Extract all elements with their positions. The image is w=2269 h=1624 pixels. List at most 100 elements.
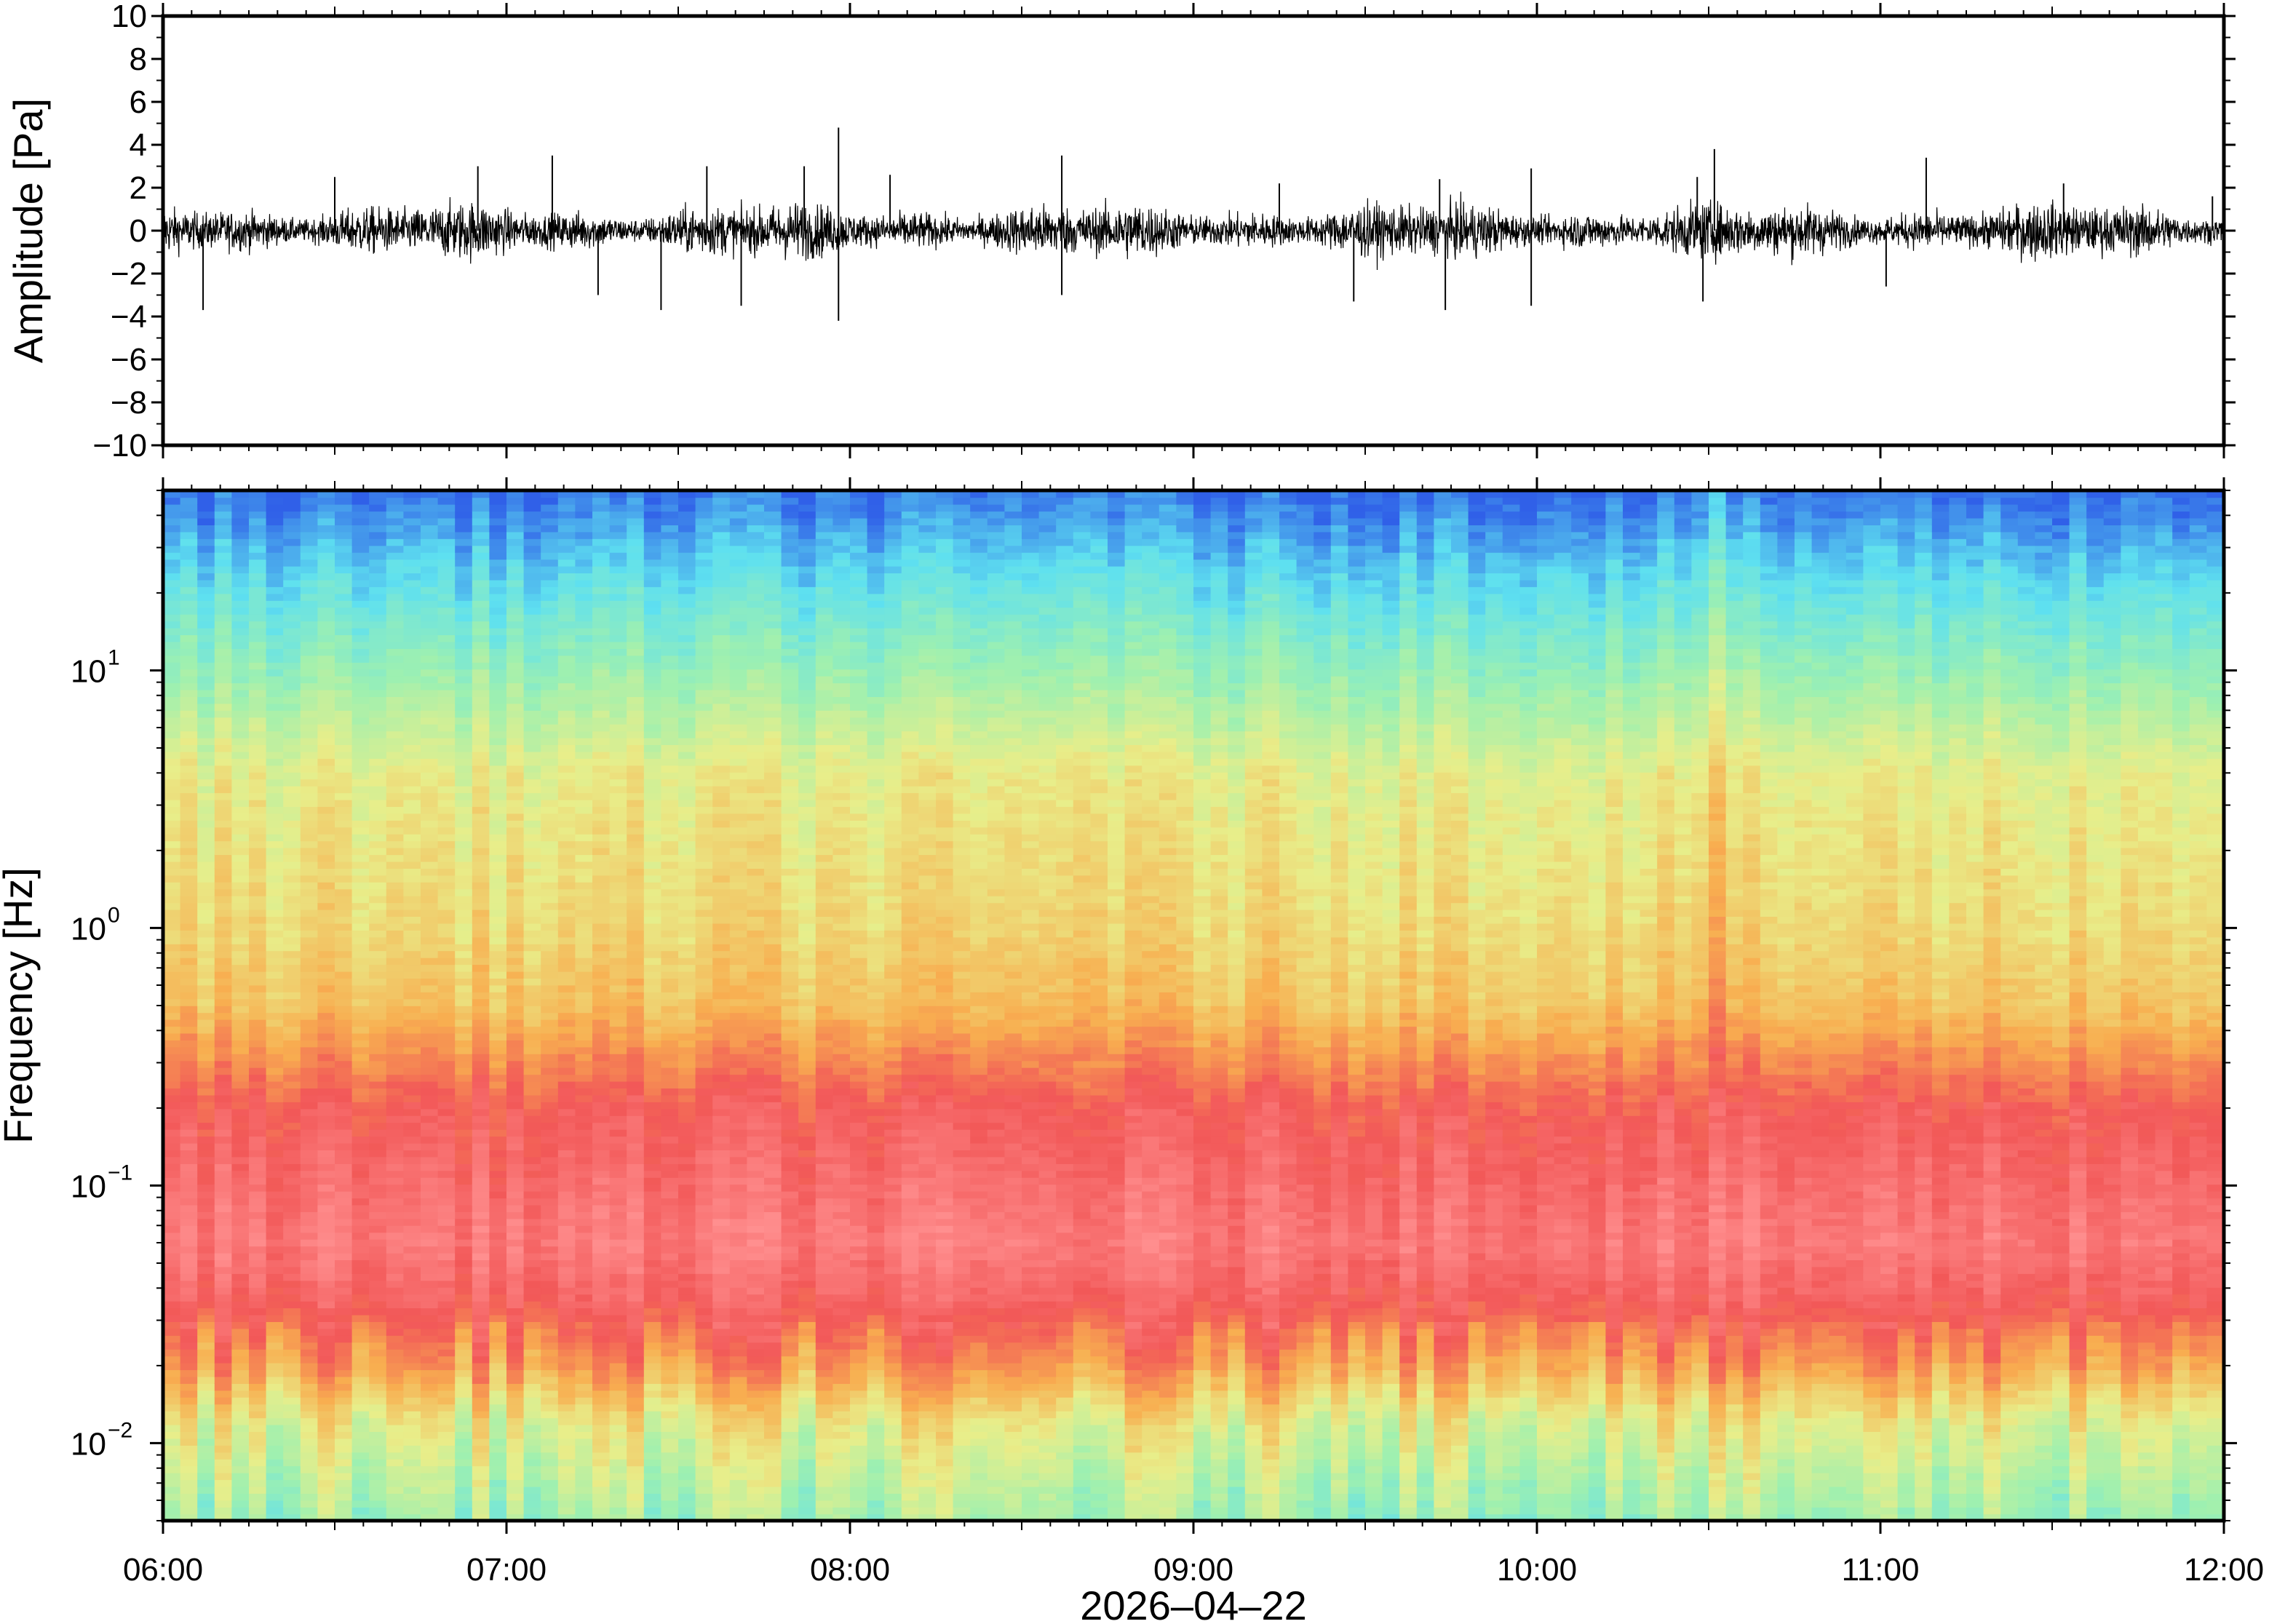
spectrogram-cell <box>506 1397 525 1405</box>
spectrogram-cell <box>335 703 353 711</box>
spectrogram-cell <box>609 1239 627 1247</box>
spectrogram-cell <box>557 531 576 539</box>
spectrogram-cell <box>180 1204 198 1212</box>
spectrogram-cell <box>403 1006 421 1014</box>
spectrogram-cell <box>523 1266 541 1274</box>
spectrogram-cell <box>403 1150 421 1158</box>
spectrogram-cell <box>455 950 473 958</box>
spectrogram-cell <box>627 820 645 828</box>
spectrogram-cell <box>489 1294 507 1302</box>
spectrogram-cell <box>231 675 250 684</box>
spectrogram-cell <box>592 840 611 848</box>
spectrogram-cell <box>627 689 645 697</box>
spectrogram-cell <box>249 971 267 979</box>
spectrogram-cell <box>369 1150 387 1158</box>
spectrogram-cell <box>403 1211 421 1219</box>
spectrogram-cell <box>283 1108 301 1116</box>
spectrogram-cell <box>541 1040 559 1048</box>
spectrogram-cell <box>266 662 284 670</box>
spectrogram-cell <box>283 834 301 842</box>
spectrogram-cell <box>575 669 593 677</box>
spectrogram-cell <box>197 1150 215 1158</box>
spectrogram-cell <box>421 772 439 780</box>
spectrogram-cell <box>283 1225 301 1233</box>
spectrogram-cell <box>695 1356 713 1364</box>
spectrogram-cell <box>403 538 421 546</box>
spectrogram-cell <box>489 1211 507 1219</box>
spectrogram-cell <box>386 517 405 525</box>
spectrogram-cell <box>231 1246 250 1254</box>
spectrogram-cell <box>609 957 627 966</box>
spectrogram-cell <box>386 1054 405 1062</box>
spectrogram-cell <box>421 1246 439 1254</box>
spectrogram-cell <box>661 1452 679 1460</box>
spectrogram-cell <box>300 1438 319 1446</box>
spectrogram-cell <box>592 648 611 656</box>
spectrogram-cell <box>437 538 456 546</box>
spectrogram-cell <box>643 655 662 663</box>
spectrogram-cell <box>643 1190 662 1199</box>
spectrogram-cell <box>489 559 507 567</box>
spectrogram-cell <box>249 1184 267 1192</box>
spectrogram-cell <box>678 1459 696 1467</box>
spectrogram-cell <box>180 552 198 560</box>
spectrogram-cell <box>386 847 405 856</box>
spectrogram-cell <box>317 1012 335 1020</box>
spectrogram-cell <box>455 1040 473 1048</box>
spectrogram-cell <box>541 1129 559 1137</box>
spectrogram-cell <box>231 648 250 656</box>
spectrogram-cell <box>575 785 593 794</box>
spectrogram-cell <box>627 950 645 958</box>
spectrogram-cell <box>351 1404 370 1412</box>
spectrogram-cell <box>386 634 405 642</box>
spectrogram-cell <box>163 909 181 917</box>
spectrogram-cell <box>231 868 250 876</box>
spectrogram-cell <box>557 1019 576 1027</box>
spectrogram-cell <box>369 1493 387 1501</box>
spectrogram-cell <box>197 840 215 848</box>
spectrogram-cell <box>197 978 215 986</box>
spectrogram-cell <box>163 930 181 938</box>
spectrogram-cell <box>455 792 473 800</box>
spectrogram-cell <box>627 964 645 972</box>
spectrogram-cell <box>472 717 490 725</box>
spectrogram-cell <box>283 1129 301 1137</box>
spectrogram-cell <box>609 531 627 539</box>
spectrogram-cell <box>351 1493 370 1501</box>
spectrogram-cell <box>369 1054 387 1062</box>
spectrogram-cell <box>437 511 456 519</box>
spectrogram-cell <box>506 621 525 629</box>
spectrogram-cell <box>283 586 301 594</box>
spectrogram-cell <box>437 847 456 856</box>
spectrogram-cell <box>163 896 181 904</box>
spectrogram-cell <box>609 579 627 587</box>
spectrogram-cell <box>643 627 662 635</box>
spectrogram-cell <box>403 497 421 505</box>
spectrogram-cell <box>214 648 233 656</box>
spectrogram-cell <box>421 1513 439 1521</box>
spectrogram-cell <box>489 1259 507 1267</box>
spectrogram-cell <box>421 785 439 794</box>
spectrogram-cell <box>300 1500 319 1508</box>
spectrogram-cell <box>523 1190 541 1199</box>
spectrogram-cell <box>317 1335 335 1343</box>
spectrogram-cell <box>421 1376 439 1384</box>
spectrogram-cell <box>386 1486 405 1494</box>
spectrogram-cell <box>489 1472 507 1481</box>
spectrogram-cell <box>180 1328 198 1336</box>
spectrogram-cell <box>283 634 301 642</box>
spectrogram-cell <box>609 998 627 1006</box>
spectrogram-cell <box>557 964 576 972</box>
spectrogram-cell <box>180 1404 198 1412</box>
spectrogram-cell <box>351 909 370 917</box>
spectrogram-cell <box>421 992 439 1000</box>
spectrogram-cell <box>163 978 181 986</box>
spectrogram-cell <box>403 1198 421 1206</box>
spectrogram-cell <box>335 902 353 910</box>
spectrogram-cell <box>609 731 627 739</box>
spectrogram-cell <box>403 586 421 594</box>
spectrogram-cell <box>231 737 250 745</box>
spectrogram-cell <box>266 1239 284 1247</box>
spectrogram-cell <box>489 930 507 938</box>
